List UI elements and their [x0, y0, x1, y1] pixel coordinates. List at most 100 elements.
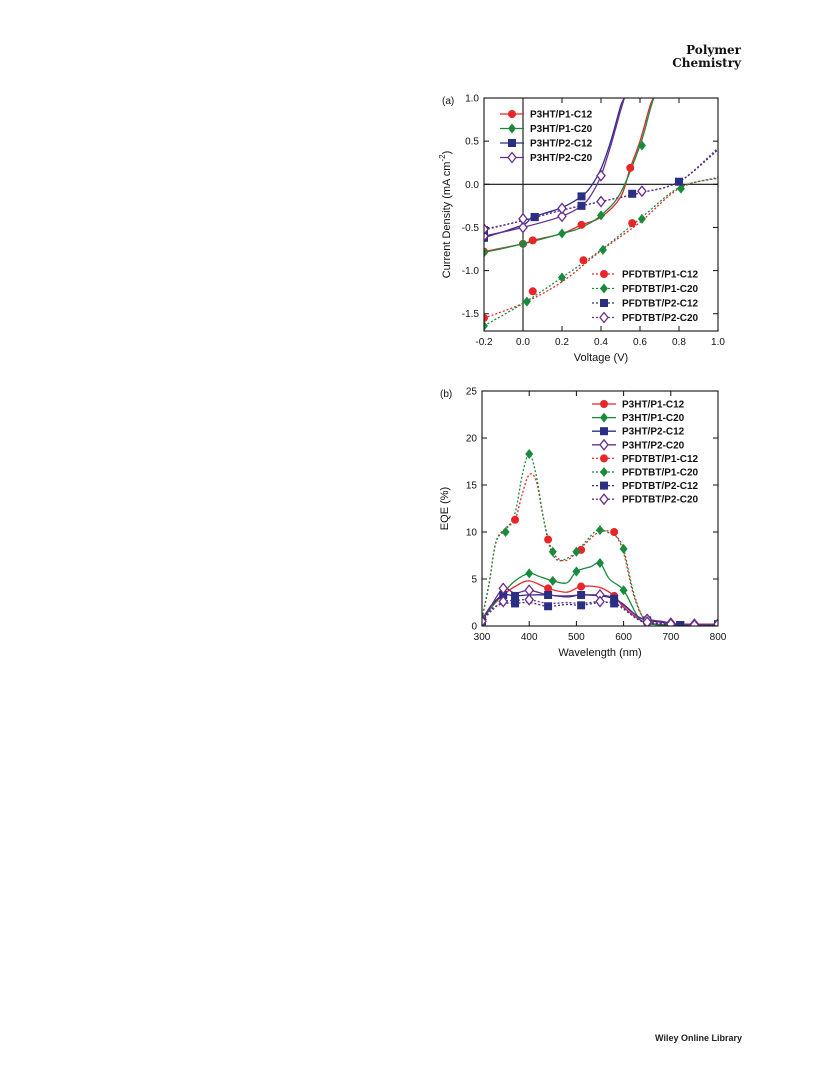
legend-marker-p3ht-p1-c20 — [600, 412, 608, 423]
legend-marker-p3ht-p1-c12 — [508, 110, 516, 118]
x-tick-label: 300 — [474, 632, 491, 643]
data-point-pfdtbt-p2-c20 — [484, 223, 489, 236]
data-point-p3ht-p1-c12 — [626, 163, 635, 172]
legend-label: PFDTBT/P2-C12 — [622, 299, 699, 310]
data-point-pfdtbt-p1-c12 — [511, 515, 520, 524]
data-point-p3ht-p1-c12 — [577, 220, 586, 229]
plot-frame — [483, 97, 719, 332]
legend-marker-pfdtbt-p2-c12 — [600, 481, 608, 490]
legend-label: PFDTBT/P2-C20 — [622, 313, 699, 324]
data-point-p3ht-p1-c20 — [637, 140, 646, 151]
panel-label: (b) — [440, 389, 452, 400]
legend-marker-p3ht-p2-c12 — [600, 427, 608, 436]
y-tick-label: 20 — [466, 434, 478, 445]
panel-a-jv-chart: (a) -0.2 0.0 0.2 0.4 0.6 0.8 1.0 -1.5 -1.0 -0.5 0.0… — [438, 94, 725, 365]
data-point-pfdtbt-p2-c20 — [518, 212, 528, 225]
data-point-pfdtbt-p1-c20 — [596, 525, 604, 536]
y-tick-label: 0.0 — [465, 180, 479, 191]
y-tick-label: 25 — [466, 387, 478, 398]
legend-marker-p3ht-p2-c20 — [599, 438, 609, 451]
legend-label: PFDTBT/P2-C20 — [622, 495, 699, 506]
legend-label: PFDTBT/P1-C20 — [622, 284, 699, 295]
x-axis-label: Wavelength (nm) — [558, 647, 641, 659]
data-point-p3ht-p1-c20 — [619, 585, 628, 596]
data-point-p3ht-p2-c12 — [499, 590, 508, 599]
y-axis-label: Current Density (mA cm-2) — [438, 151, 453, 279]
y-tick-label: 5 — [471, 575, 477, 586]
legend-marker-pfdtbt-p2-c20 — [599, 311, 609, 324]
plot-frame — [481, 390, 719, 627]
data-point-pfdtbt-p2-c12 — [511, 599, 520, 608]
panel-b-eqe-chart: (b) 300 400 500 600 700 800 0 5 10 15 20 25 Wavelengt… — [439, 387, 727, 660]
series-line-p3ht-p2-c20 — [484, 98, 626, 237]
data-point-pfdtbt-p2-c20 — [498, 595, 509, 608]
x-tick-label: 800 — [710, 632, 727, 643]
y-tick-label: 0.5 — [465, 137, 479, 148]
data-point-pfdtbt-p2-c12 — [544, 602, 553, 611]
legend-label: P3HT/P2-C20 — [622, 440, 685, 451]
data-point-pfdtbt-p2-c12 — [676, 621, 685, 626]
y-tick-label: 0 — [471, 622, 477, 633]
data-point-p3ht-p1-c20 — [558, 228, 566, 239]
data-point-p3ht-p1-c20 — [525, 568, 534, 579]
data-point-pfdtbt-p1-c20 — [558, 272, 566, 283]
panel-label: (a) — [442, 96, 454, 107]
legend-marker-pfdtbt-p2-c12 — [600, 299, 608, 307]
legend-marker-pfdtbt-p1-c20 — [600, 467, 608, 477]
data-point-p3ht-p2-c12 — [610, 594, 619, 603]
legend-label: P3HT/P1-C20 — [622, 413, 685, 424]
series-line-pfdtbt-p2-c12 — [482, 601, 718, 626]
data-point-p3ht-p2-c12 — [511, 591, 520, 600]
data-point-pfdtbt-p2-c20 — [482, 615, 487, 626]
data-point-p3ht-p2-c20 — [557, 210, 567, 223]
legend-marker-pfdtbt-p1-c12 — [600, 270, 608, 278]
data-point-p3ht-p2-c12 — [577, 192, 586, 201]
data-point-pfdtbt-p1-c12 — [484, 314, 488, 323]
data-point-pfdtbt-p1-c20 — [501, 527, 510, 537]
legend-marker-pfdtbt-p1-c12 — [600, 454, 608, 463]
y-tick-label: 15 — [466, 481, 478, 492]
series-layer — [484, 98, 718, 331]
data-point-pfdtbt-p2-c12 — [577, 601, 586, 610]
legend-label: P3HT/P2-C12 — [530, 139, 593, 150]
data-point-p3ht-p1-c20 — [596, 558, 604, 569]
legend-label: P3HT/P1-C12 — [622, 400, 685, 411]
series-line-pfdtbt-p1-c20 — [484, 177, 718, 327]
data-point-pfdtbt-p1-c12 — [628, 219, 637, 228]
series-layer — [482, 448, 718, 626]
data-point-pfdtbt-p1-c20 — [484, 320, 488, 331]
x-tick-label: 500 — [568, 632, 585, 643]
data-point-pfdtbt-p2-c12 — [675, 177, 683, 186]
y-tick-label: 10 — [466, 528, 478, 539]
x-tick-label: 0.6 — [633, 337, 647, 348]
x-tick-label: 0.8 — [672, 337, 686, 348]
y-tick-label: -1.0 — [462, 266, 480, 277]
y-tick-label: -0.5 — [462, 223, 480, 234]
data-point-p3ht-p1-c20 — [484, 247, 488, 258]
data-point-p3ht-p1-c20 — [519, 238, 527, 249]
x-tick-label: 0.2 — [555, 337, 569, 348]
x-tick-label: 700 — [662, 632, 679, 643]
data-point-pfdtbt-p1-c20 — [548, 546, 557, 557]
data-point-p3ht-p2-c12 — [577, 590, 586, 599]
data-point-p3ht-p1-c12 — [577, 582, 586, 591]
data-point-pfdtbt-p1-c20 — [525, 448, 534, 459]
legend-label: PFDTBT/P1-C20 — [622, 468, 699, 479]
data-point-pfdtbt-p2-c12 — [610, 599, 619, 608]
data-point-pfdtbt-p2-c20 — [665, 618, 676, 626]
x-axis-label: Voltage (V) — [574, 352, 628, 364]
series-line-p3ht-p2-c12 — [484, 98, 625, 239]
x-tick-label: 400 — [521, 632, 538, 643]
legend-marker-pfdtbt-p1-c20 — [600, 283, 608, 294]
legend-label: PFDTBT/P1-C12 — [622, 454, 699, 465]
data-point-pfdtbt-p1-c20 — [619, 543, 628, 554]
legend-label: PFDTBT/P1-C12 — [622, 270, 699, 281]
data-point-pfdtbt-p2-c20 — [637, 185, 647, 198]
legend-marker-p3ht-p2-c20 — [507, 151, 517, 164]
data-point-p3ht-p1-c20 — [572, 566, 581, 577]
data-point-p3ht-p2-c12 — [544, 590, 553, 599]
data-point-pfdtbt-p1-c20 — [572, 546, 581, 557]
data-point-pfdtbt-p1-c12 — [579, 256, 588, 265]
legend-label: P3HT/P2-C20 — [530, 153, 593, 164]
